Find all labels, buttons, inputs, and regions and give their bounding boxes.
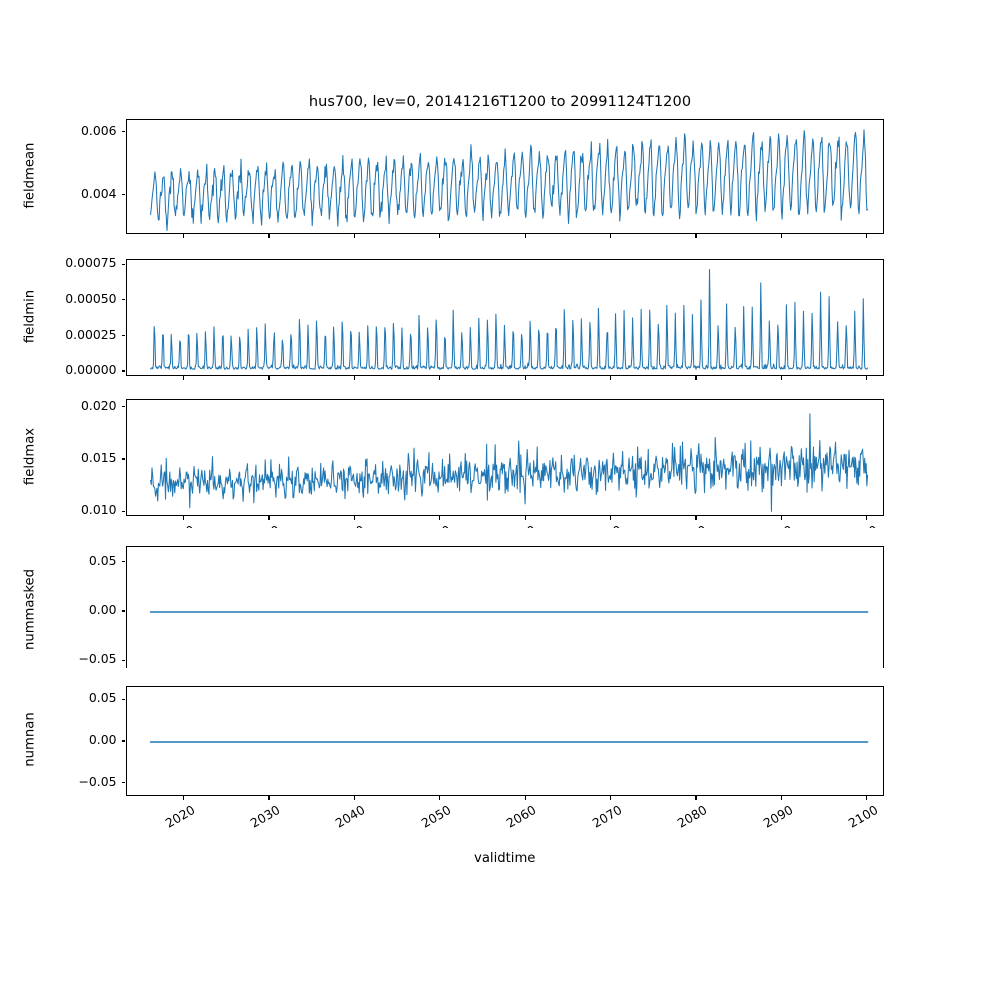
xtick-mark-numnan-6	[695, 796, 697, 800]
xtick-mark-fieldmax-7	[780, 516, 783, 520]
plot-area-fieldmax	[149, 413, 868, 512]
xtick-mark-fieldmin-2	[353, 376, 355, 380]
ytick-mark-nummasked-0	[121, 659, 126, 661]
xtick-mark-fieldmean-1	[268, 234, 270, 238]
xtick-mark-fieldmean-4	[524, 234, 526, 238]
xtick-mark-fieldmean-6	[695, 234, 697, 238]
subplot-fieldmin	[125, 259, 884, 376]
ylabel-numnan: numnan	[22, 712, 37, 767]
figure-title: hus700, lev=0, 20141216T1200 to 20991124…	[308, 94, 692, 110]
ytick-label-fieldmin-1: 0.00025	[65, 326, 117, 342]
ytick-mark-numnan-0	[121, 782, 126, 784]
ytick-label-fieldmax-0: 0.010	[81, 502, 117, 518]
xtick-mark-fieldmin-8	[866, 376, 868, 380]
xtick-mark-numnan-0	[182, 796, 185, 800]
xtick-mark-fieldmin-0	[182, 376, 185, 380]
ytick-mark-fieldmean-0	[121, 194, 126, 196]
xtick-mark-fieldmin-3	[439, 376, 441, 380]
plot-area-fieldmin	[149, 269, 868, 370]
ytick-mark-fieldmin-1	[121, 334, 126, 337]
ytick-mark-fieldmax-1	[121, 458, 126, 460]
xlabel: validtime	[474, 851, 536, 866]
subplot-fieldmax	[125, 399, 884, 516]
xtick-mark-fieldmean-0	[182, 234, 185, 238]
xtick-mark-numnan-4	[524, 796, 526, 800]
ytick-label-nummasked-2: 0.05	[88, 552, 117, 568]
xtick-mark-fieldmax-3	[439, 516, 441, 520]
data-line-fieldmax	[149, 413, 868, 512]
subplot-nummasked	[125, 546, 884, 676]
ytick-label-nummasked-0: −0.05	[78, 651, 117, 667]
xtick-mark-fieldmin-1	[268, 376, 270, 380]
ytick-label-fieldmax-1: 0.015	[81, 450, 117, 466]
xtick-mark-fieldmax-1	[268, 516, 270, 520]
data-line-fieldmean	[149, 129, 868, 231]
xtick-mark-numnan-7	[780, 796, 783, 800]
ytick-label-fieldmean-0: 0.004	[81, 185, 117, 201]
ytick-mark-fieldmin-0	[121, 370, 126, 372]
plot-area-fieldmean	[149, 129, 868, 231]
xtick-mark-fieldmax-6	[695, 516, 697, 520]
ytick-mark-fieldmin-3	[121, 263, 126, 265]
xtick-mark-fieldmean-2	[353, 234, 355, 238]
xtick-mark-numnan-8	[866, 796, 868, 800]
ytick-label-fieldmin-2: 0.00050	[65, 290, 117, 306]
plot-area-nummasked	[149, 611, 868, 613]
ytick-mark-numnan-2	[121, 698, 126, 700]
xtick-mark-fieldmax-0	[182, 516, 185, 520]
ytick-label-fieldmin-0: 0.00000	[65, 362, 117, 378]
data-line-fieldmin	[149, 269, 868, 370]
xtick-mark-numnan-1	[268, 796, 270, 800]
xtick-mark-fieldmax-5	[610, 516, 612, 520]
ytick-mark-fieldmax-0	[121, 510, 126, 512]
ytick-label-numnan-1: 0.00	[88, 732, 117, 748]
xtick-mark-fieldmean-5	[610, 234, 612, 238]
xtick-mark-fieldmin-6	[695, 376, 697, 380]
ytick-label-fieldmax-2: 0.020	[81, 397, 117, 413]
ytick-label-fieldmean-1: 0.006	[81, 122, 117, 138]
plot-area-numnan	[149, 741, 868, 743]
xtick-mark-fieldmin-5	[610, 376, 612, 380]
ytick-label-nummasked-1: 0.00	[88, 602, 117, 618]
xtick-mark-numnan-5	[610, 796, 612, 800]
ytick-mark-nummasked-1	[121, 610, 126, 612]
ytick-label-numnan-0: −0.05	[78, 773, 117, 789]
ytick-mark-fieldmean-1	[121, 131, 126, 133]
ytick-mark-numnan-1	[121, 740, 126, 742]
subplot-numnan	[125, 686, 884, 796]
xtick-mark-fieldmax-8	[866, 516, 868, 520]
panel-overlap-mask-3	[0, 668, 1000, 1000]
ytick-label-numnan-2: 0.05	[88, 690, 117, 706]
xtick-mark-fieldmean-8	[866, 234, 868, 238]
xtick-mark-numnan-3	[439, 796, 441, 800]
xtick-mark-fieldmin-4	[524, 376, 526, 380]
subplot-fieldmean	[125, 119, 884, 234]
xtick-mark-fieldmean-7	[780, 234, 783, 238]
ytick-mark-fieldmax-2	[121, 406, 126, 408]
ytick-mark-nummasked-2	[121, 561, 126, 563]
ytick-label-fieldmin-3: 0.00075	[65, 255, 117, 271]
xtick-mark-fieldmean-3	[439, 234, 441, 238]
xtick-mark-fieldmax-4	[524, 516, 526, 520]
xtick-mark-numnan-2	[353, 796, 355, 800]
ytick-mark-fieldmin-2	[121, 299, 126, 301]
xtick-mark-fieldmax-2	[353, 516, 355, 520]
xtick-mark-fieldmin-7	[780, 376, 783, 380]
